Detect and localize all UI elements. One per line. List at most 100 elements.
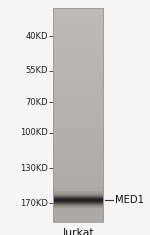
Bar — [53, 37, 104, 39]
Bar — [53, 169, 104, 170]
Bar — [53, 126, 104, 128]
Bar — [53, 212, 104, 213]
Bar — [53, 94, 104, 96]
Bar — [53, 46, 104, 47]
Bar — [53, 17, 104, 19]
Bar — [53, 131, 104, 133]
Bar — [53, 135, 104, 137]
Bar — [53, 119, 104, 121]
Bar — [53, 14, 104, 15]
Bar — [53, 23, 104, 24]
Text: 130KD: 130KD — [20, 164, 48, 172]
Bar — [53, 156, 104, 158]
Bar — [53, 8, 104, 10]
Text: 170KD: 170KD — [20, 199, 48, 208]
Bar — [53, 179, 104, 181]
Bar — [53, 210, 104, 212]
Bar — [53, 67, 104, 69]
Bar — [53, 151, 104, 153]
Bar — [53, 190, 104, 192]
Bar — [53, 12, 104, 14]
Bar — [53, 167, 104, 169]
Bar — [53, 104, 104, 106]
Bar — [53, 213, 104, 215]
Bar — [53, 28, 104, 30]
Bar — [53, 87, 104, 88]
Text: 55KD: 55KD — [26, 66, 48, 75]
Bar — [53, 215, 104, 217]
Bar — [53, 117, 104, 119]
Bar — [53, 163, 104, 165]
Bar — [53, 122, 104, 124]
Bar — [53, 63, 104, 65]
Bar — [53, 183, 104, 185]
Bar — [53, 33, 104, 35]
Bar — [53, 21, 104, 23]
Bar — [53, 69, 104, 70]
Bar — [53, 199, 104, 201]
Bar — [53, 144, 104, 145]
Bar — [53, 113, 104, 115]
Bar — [53, 35, 104, 37]
Bar — [53, 142, 104, 144]
Text: 40KD: 40KD — [26, 32, 48, 41]
Bar — [53, 99, 104, 101]
Bar — [53, 220, 104, 222]
Bar — [53, 72, 104, 74]
Bar — [53, 170, 104, 172]
Text: 70KD: 70KD — [25, 98, 48, 107]
Bar — [53, 186, 104, 188]
Bar — [53, 177, 104, 179]
Bar — [53, 185, 104, 186]
Bar — [53, 124, 104, 126]
Bar — [53, 154, 104, 156]
Bar — [53, 62, 104, 63]
Bar — [53, 197, 104, 199]
Bar — [53, 128, 104, 129]
Bar — [53, 145, 104, 147]
Bar — [53, 149, 104, 151]
Bar — [53, 103, 104, 104]
Bar — [53, 174, 104, 176]
Bar — [53, 78, 104, 79]
Bar — [53, 51, 104, 53]
Bar — [53, 108, 104, 110]
Bar — [53, 121, 104, 122]
Bar — [53, 42, 104, 44]
Bar — [53, 47, 104, 49]
Bar — [53, 90, 104, 92]
Bar — [53, 92, 104, 94]
Bar — [53, 101, 104, 103]
Bar — [53, 88, 104, 90]
Bar — [53, 76, 104, 78]
Bar — [53, 31, 104, 33]
Bar — [53, 39, 104, 40]
Bar — [53, 53, 104, 55]
Bar — [53, 81, 104, 83]
Bar — [53, 112, 104, 113]
Bar — [53, 161, 104, 163]
Bar — [53, 30, 104, 31]
Bar — [53, 65, 104, 67]
Bar — [53, 110, 104, 112]
Bar — [53, 26, 104, 28]
Bar — [53, 49, 104, 51]
Bar — [53, 85, 104, 87]
Bar — [53, 129, 104, 131]
Bar — [53, 44, 104, 46]
Bar — [53, 19, 104, 21]
Bar — [53, 15, 104, 17]
Bar — [53, 83, 104, 85]
Text: Jurkat: Jurkat — [63, 228, 94, 235]
Bar — [53, 181, 104, 183]
Bar — [53, 137, 104, 138]
Bar — [53, 96, 104, 97]
Bar — [53, 172, 104, 174]
Bar — [53, 97, 104, 99]
Bar — [53, 79, 104, 81]
Bar — [53, 153, 104, 154]
Bar — [53, 195, 104, 197]
Bar — [53, 208, 104, 210]
Bar — [53, 140, 104, 142]
Bar — [53, 188, 104, 190]
